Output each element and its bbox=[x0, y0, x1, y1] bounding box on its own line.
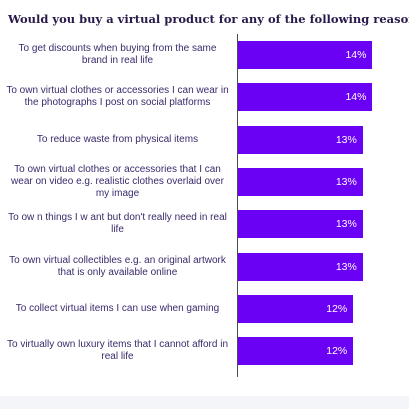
bar: 13% bbox=[238, 167, 363, 196]
bar-value-label: 13% bbox=[335, 175, 357, 188]
category-label: To virtually own luxury items that I can… bbox=[6, 339, 229, 363]
bar-value-label: 13% bbox=[335, 260, 357, 273]
category-label: To ow n things I w ant but don't really … bbox=[8, 212, 227, 236]
category-label: To own virtual clothes or accessories I … bbox=[6, 85, 229, 109]
category-label: To get discounts when buying from the sa… bbox=[18, 43, 217, 66]
footer-strip bbox=[0, 396, 409, 409]
bar: 14% bbox=[238, 83, 373, 112]
chart-title: Would you buy a virtual product for any … bbox=[8, 12, 409, 26]
bar: 13% bbox=[238, 210, 363, 239]
category-axis-line bbox=[237, 34, 238, 377]
bar-value-label: 12% bbox=[326, 345, 348, 358]
bar-value-label: 14% bbox=[345, 91, 367, 104]
bar: 12% bbox=[238, 294, 354, 323]
bar: 12% bbox=[238, 337, 354, 366]
category-label: To own virtual clothes or accessories th… bbox=[11, 163, 224, 199]
category-label: To own virtual collectibles e.g. an orig… bbox=[9, 254, 226, 278]
bar-value-label: 13% bbox=[335, 133, 357, 146]
bar: 14% bbox=[238, 41, 373, 69]
bar-value-label: 12% bbox=[326, 302, 348, 315]
bar: 13% bbox=[238, 252, 363, 281]
category-label: To collect virtual items I can use when … bbox=[15, 302, 220, 314]
bar-value-label: 13% bbox=[335, 218, 357, 231]
bar: 13% bbox=[238, 125, 363, 154]
category-label: To reduce waste from physical items bbox=[36, 133, 199, 145]
bar-value-label: 14% bbox=[345, 49, 367, 61]
